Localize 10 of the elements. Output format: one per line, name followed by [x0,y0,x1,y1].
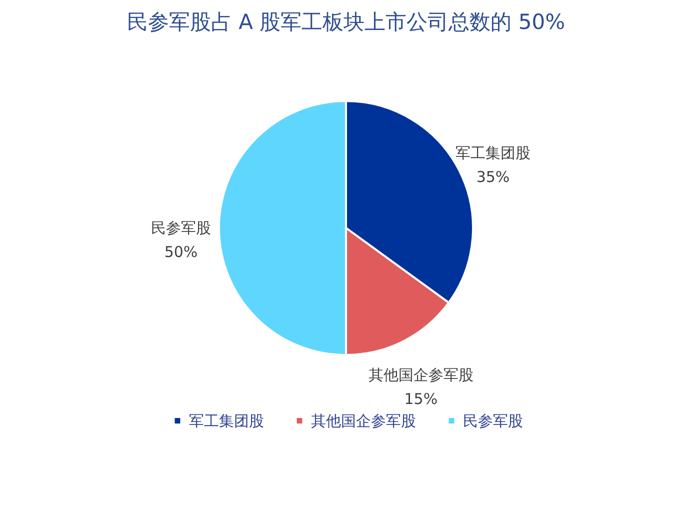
legend-label: 其他国企参军股 [311,412,416,430]
legend-label: 军工集团股 [189,412,264,430]
data-label: 35% [476,168,510,186]
slice-label: 其他国企参军股 [368,366,474,384]
legend-label: 民参军股 [463,412,523,430]
data-label: 15% [404,390,438,408]
data-label: 50% [164,243,198,261]
chart-title: 民参军股占 A 股军工板块上市公司总数的 50% [126,10,566,34]
slice-label: 军工集团股 [456,144,531,162]
slice-label: 民参军股 [151,219,211,237]
